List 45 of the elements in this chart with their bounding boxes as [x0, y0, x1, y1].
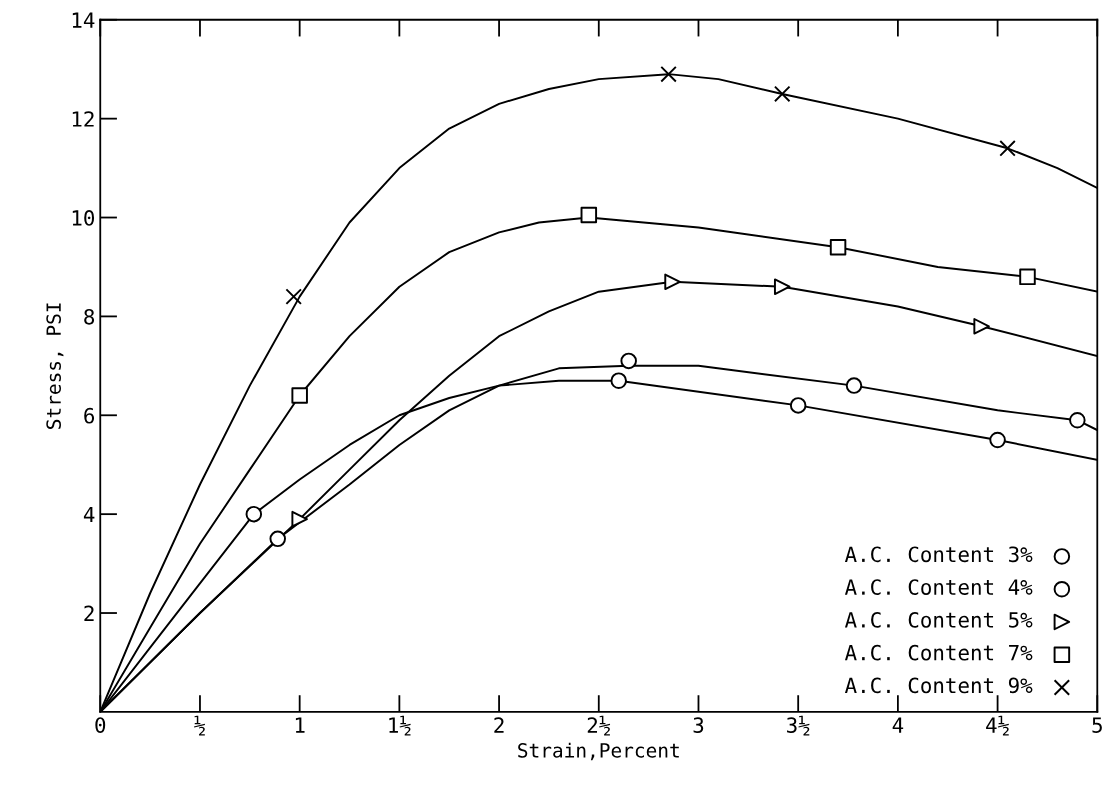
point: [664, 273, 681, 291]
x-axis-title: Strain,Percent: [518, 742, 679, 761]
y-tick-label: 4: [83, 506, 95, 523]
x-tick-label: 0: [95, 717, 106, 733]
x-tick-label: ½: [193, 715, 206, 736]
legend-label: A.C. Content 5%: [844, 611, 1033, 628]
y-tick-label: 2: [84, 605, 94, 621]
point: [610, 372, 627, 389]
x-tick-label: 4: [892, 717, 904, 733]
y-tick-label: 10: [72, 210, 95, 226]
x-tick-label: 1½: [389, 715, 411, 736]
point: [291, 387, 308, 404]
point: [620, 352, 637, 370]
x-tick-label: 4½: [986, 715, 1009, 736]
x-tick-label: 5: [1092, 717, 1102, 733]
x-tick-label: 2½: [587, 715, 611, 736]
y-tick-label: 12: [72, 111, 94, 127]
point: [1069, 411, 1086, 429]
point: [285, 288, 302, 305]
point: [773, 278, 791, 295]
point: [845, 377, 863, 394]
point: [580, 206, 598, 224]
point: [291, 510, 308, 528]
point: [269, 530, 286, 548]
legend-label: A.C. Content 4%: [844, 579, 1033, 595]
point: [829, 238, 847, 256]
y-tick-label: 14: [72, 12, 95, 28]
point: [999, 140, 1016, 157]
x-tick-label: 3½: [787, 715, 810, 736]
y-axis-title: Stress, PSI: [46, 303, 64, 429]
point: [773, 85, 791, 103]
point: [989, 431, 1006, 449]
legend-label: A.C. Content 3%: [844, 546, 1033, 563]
x-tick-label: 1: [295, 717, 305, 733]
point: [789, 397, 807, 414]
point: [245, 505, 263, 523]
point: [1019, 268, 1036, 286]
point: [973, 318, 990, 335]
x-tick-label: 3: [693, 717, 704, 733]
y-tick-label: 8: [84, 308, 95, 325]
legend-label: A.C. Content 9%: [844, 677, 1033, 694]
y-tick-label: 6: [84, 407, 95, 424]
point: [660, 65, 677, 83]
x-tick-label: 2: [494, 717, 504, 733]
legend-label: A.C. Content 7%: [844, 644, 1033, 661]
